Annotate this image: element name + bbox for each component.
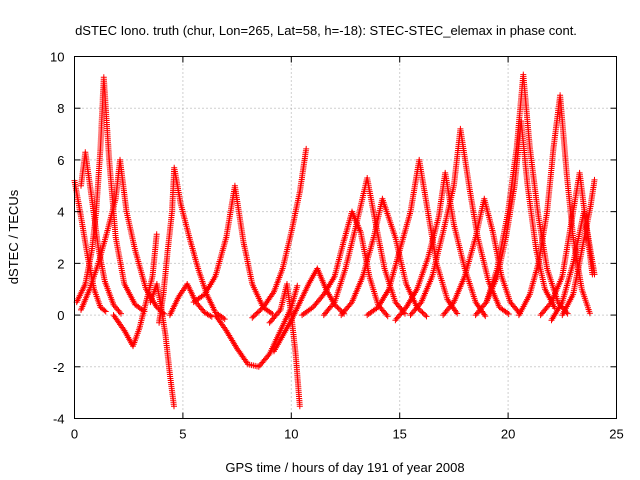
y-tick-label: 4 bbox=[57, 205, 64, 220]
y-tick-label: 10 bbox=[50, 50, 64, 65]
chart-title: dSTEC Iono. truth (chur, Lon=265, Lat=58… bbox=[75, 23, 577, 38]
y-tick-label: 6 bbox=[57, 153, 64, 168]
x-tick-label: 0 bbox=[71, 427, 78, 442]
y-tick-label: 8 bbox=[57, 101, 64, 116]
x-tick-label: 25 bbox=[609, 427, 623, 442]
satellite-arc bbox=[483, 118, 558, 312]
satellite-arc bbox=[190, 182, 276, 317]
satellite-arc bbox=[212, 282, 301, 370]
x-tick-label: 10 bbox=[284, 427, 298, 442]
x-axis-label: GPS time / hours of day 191 of year 2008 bbox=[225, 460, 464, 475]
satellite-arc bbox=[110, 231, 160, 350]
satellite-arc bbox=[392, 169, 489, 324]
x-tick-label: 15 bbox=[392, 427, 406, 442]
satellite-arc bbox=[73, 74, 148, 315]
satellite-arc bbox=[266, 281, 303, 410]
satellite-arc bbox=[166, 281, 215, 320]
y-tick-label: -2 bbox=[53, 360, 65, 375]
x-tick-label: 5 bbox=[179, 427, 186, 442]
satellite-arc bbox=[249, 145, 310, 321]
data-points bbox=[71, 71, 598, 410]
satellite-arc bbox=[548, 208, 598, 324]
satellite-arc bbox=[78, 156, 168, 317]
axis-ticks: 0 5 10 15 20 25 -4 -2 0 2 4 6 8 10 bbox=[50, 50, 624, 442]
satellite-arc bbox=[338, 195, 430, 320]
satellite-arc bbox=[364, 156, 461, 319]
satellite-arc bbox=[78, 149, 124, 317]
plot-frame bbox=[74, 56, 617, 419]
y-tick-label: 0 bbox=[57, 308, 64, 323]
y-tick-label: -4 bbox=[53, 412, 65, 427]
y-axis-label: dSTEC / TECUs bbox=[6, 189, 21, 284]
x-tick-label: 20 bbox=[501, 427, 515, 442]
y-tick-label: 2 bbox=[57, 256, 64, 271]
